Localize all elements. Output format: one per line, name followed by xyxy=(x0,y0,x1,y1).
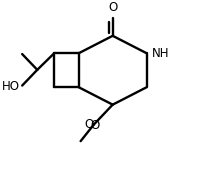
Text: HO: HO xyxy=(2,80,20,93)
Text: O: O xyxy=(85,118,94,131)
Text: O: O xyxy=(91,119,100,132)
Text: NH: NH xyxy=(152,47,170,60)
Text: O: O xyxy=(108,1,117,14)
